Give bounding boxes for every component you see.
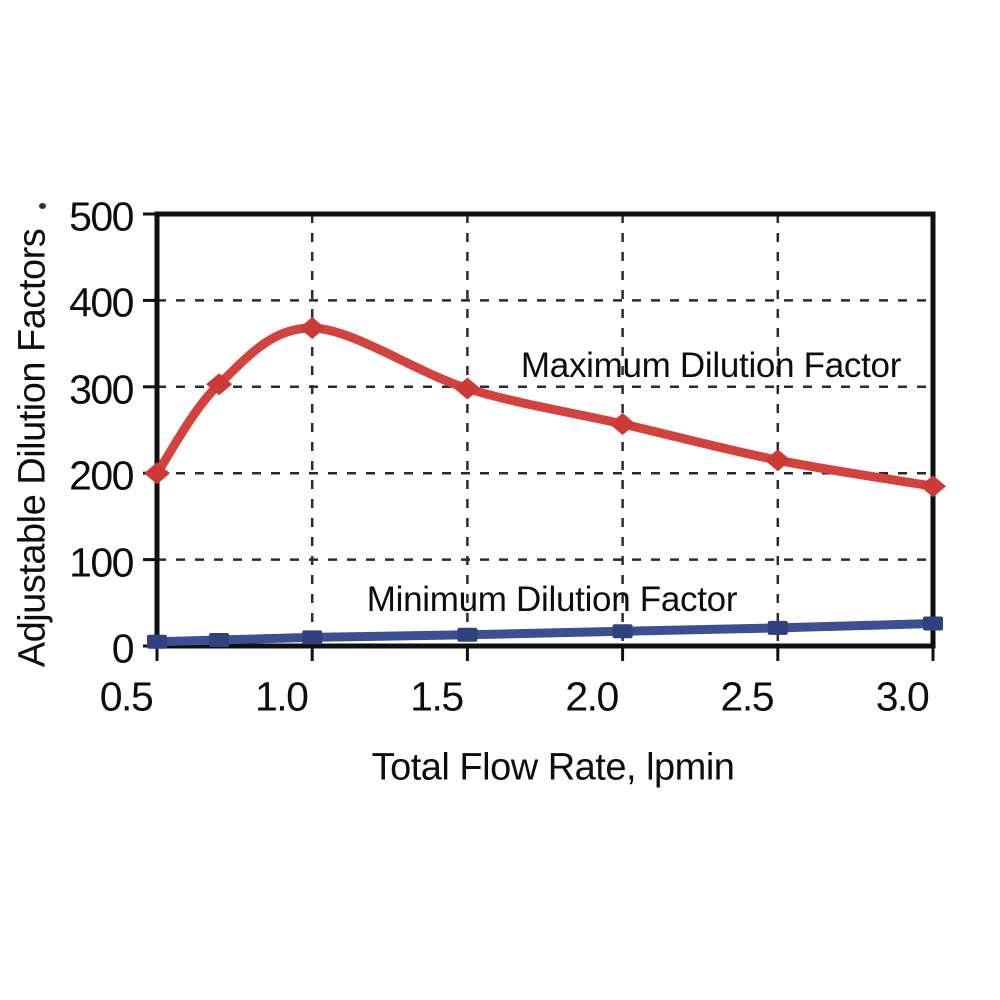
data-point-square-minimum-dilution-factor [923,616,943,631]
data-point-diamond-maximum-dilution-factor [454,377,481,400]
series-line-minimum-dilution-factor [152,619,938,647]
data-point-diamond-maximum-dilution-factor [206,373,233,396]
y-tick-label-300: 300 [69,366,134,413]
y-tick-label-0: 0 [111,625,135,672]
series-label-maximum-dilution-factor: Maximum Dilution Factor [520,346,902,385]
x-tick-label-3.0: 3.0 [875,673,930,720]
plot-frame [154,211,936,649]
y-tick-label-200: 200 [69,452,134,499]
y-tick-label-500: 500 [69,193,134,240]
data-point-square-minimum-dilution-factor [209,633,230,647]
x-tick-label-0.5: 0.5 [99,673,154,720]
series-label-minimum-dilution-factor: Minimum Dilution Factor [366,580,738,619]
stray-dot-artifact [39,203,46,209]
y-tick-label-100: 100 [69,539,134,586]
data-point-diamond-maximum-dilution-factor [764,449,791,472]
data-point-diamond-maximum-dilution-factor [144,462,170,485]
data-point-square-minimum-dilution-factor [147,634,167,649]
data-point-square-minimum-dilution-factor [767,620,788,635]
x-axis-title: Total Flow Rate, lpmin [371,746,735,789]
data-point-diamond-maximum-dilution-factor [609,413,636,435]
x-tick-label-1.0: 1.0 [254,673,309,720]
x-tick-label-1.5: 1.5 [410,673,464,720]
data-point-square-minimum-dilution-factor [302,630,323,645]
y-tick-label-400: 400 [69,279,134,326]
data-point-square-minimum-dilution-factor [457,627,478,642]
data-point-diamond-maximum-dilution-factor [920,475,946,498]
data-point-square-minimum-dilution-factor [612,624,633,639]
data-point-diamond-maximum-dilution-factor [299,317,326,339]
x-tick-label-2.5: 2.5 [720,673,775,720]
x-tick-label-2.0: 2.0 [565,673,619,720]
